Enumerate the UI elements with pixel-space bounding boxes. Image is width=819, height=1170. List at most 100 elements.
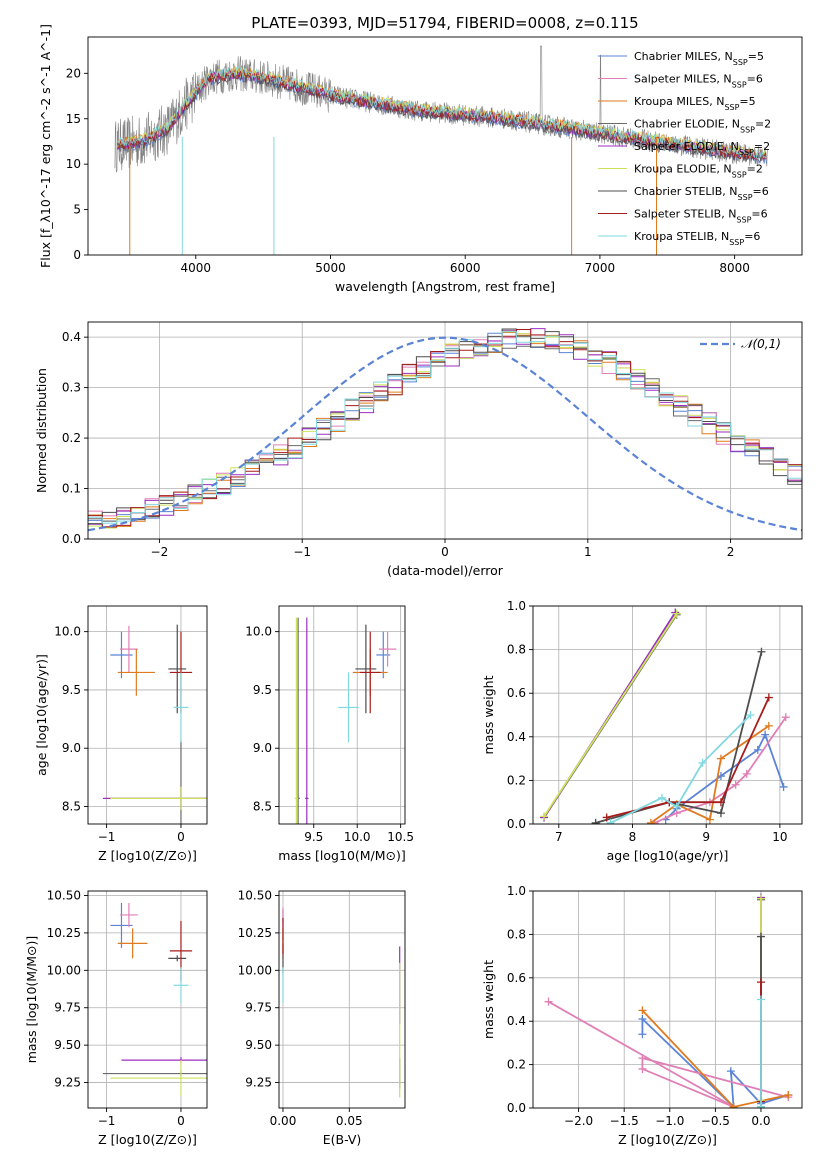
y-tick-label: 0.4 [62,330,81,344]
x-tick-label: 10.0 [344,830,371,844]
x-tick-label: 0 [177,1114,185,1128]
x-tick-label: 0 [441,545,449,559]
y-tick-label: 9.50 [54,1038,81,1052]
x-axis-label: Z [log10(Z/Z⊙)] [98,1132,197,1147]
normal-curve [88,336,802,532]
weight-marker [540,812,549,821]
weight-line [548,1000,789,1108]
chart-mass_vs_Z: −1 0 9.25 9.50 9.75 10.00 10.25 10.50 Z [log10(Z… [24,888,208,1147]
weight-marker [726,1067,735,1076]
y-tick-label: 10.25 [47,926,81,940]
y-tick-label: 0.2 [507,773,526,787]
chart-age_vs_Z: −1 0 8.5 9.0 9.5 10.0 Z [log10(Z/Z⊙)] age [log1… [34,605,208,863]
y-tick-label: 0.4 [507,1014,526,1028]
legend: 𝒩(0,1) [700,337,781,351]
y-tick-label: 9.75 [54,1001,81,1015]
y-axis-label: age [log10(age/yr)] [34,654,49,776]
x-axis-label: Z [log10(Z/Z⊙)] [618,1132,717,1147]
y-tick-label: 0.6 [507,971,526,985]
plot-area [540,608,790,824]
legend-label: Salpeter MILES, NSSP=6 [634,73,763,90]
y-tick-label: 5 [73,203,81,217]
errorbar-point [168,955,187,962]
histogram-step [88,338,802,522]
weight-marker [638,1015,647,1024]
errorbar-point [305,617,309,824]
chart-spectrum: 4000 5000 6000 7000 8000 0 5 10 15 20 wavelength [… [38,24,803,294]
weight-marker [672,802,681,811]
model-spectrum [117,65,767,160]
weight-marker [698,758,707,767]
errorbar-point [378,631,397,667]
errorbar-point [338,672,359,743]
chart-weight_vs_Z: −2.0 −1.5 −1.0 −0.5 0.0 0.0 0.2 0.4 0.6 0.8 1.0 Z [… [481,884,803,1147]
plot-area [282,907,401,1098]
x-tick-label: 8 [629,830,637,844]
errorbar-point [119,902,138,927]
y-tick-label: 0.2 [507,1058,526,1072]
y-tick-label: 10.50 [47,888,81,902]
y-tick-label: 0.6 [507,686,526,700]
weight-marker [638,1006,647,1015]
y-axis-label: Flux [f_λ10^-17 erg cm^-2 s^-1 A^-1] [38,24,53,268]
errorbar-point [294,617,299,824]
x-tick-label: 10 [772,830,787,844]
x-axis-label: mass [log10(M/M⊙)] [278,848,406,863]
weight-marker [602,813,611,822]
y-axis-label: Normed distribution [34,368,49,493]
model-spectrum [117,69,767,161]
x-tick-label: 7000 [585,261,616,275]
y-tick-label: 0.3 [62,381,81,395]
legend-label: Chabrier ELODIE, NSSP=2 [634,118,771,135]
y-tick-label: 0.0 [62,532,81,546]
y-tick-label: 9.25 [54,1076,81,1090]
axes-frame [532,605,803,825]
x-tick-label: 4000 [181,261,212,275]
legend-label: Kroupa MILES, NSSP=5 [634,95,756,112]
y-tick-label: 8.5 [62,800,81,814]
axes-frame [278,890,406,1109]
x-axis-label: Z [log10(Z/Z⊙)] [98,848,197,863]
x-tick-label: −1 [293,545,311,559]
weight-marker [753,745,762,754]
plot-area [544,893,793,1108]
y-tick-label: 0.2 [62,431,81,445]
weight-marker [781,713,790,722]
x-axis-label: wavelength [Angstrom, rest frame] [335,279,555,294]
plot-area [102,624,207,824]
errorbar-point [355,624,377,714]
weight-line [650,725,770,824]
weight-marker [779,782,788,791]
x-tick-label: −2 [151,545,169,559]
y-axis-label: mass weight [481,960,496,1039]
legend: Chabrier MILES, NSSP=5 Salpeter MILES, NS… [598,50,771,247]
x-tick-label: −0.5 [701,1114,730,1128]
figure-title: PLATE=0393, MJD=51794, FIBERID=0008, z=0… [251,14,638,32]
weight-marker [591,818,600,824]
x-tick-label: 0.05 [336,1114,363,1128]
y-tick-label: 10.00 [47,963,81,977]
errorbar-point [173,672,189,743]
weight-marker [764,693,773,702]
weight-marker [544,997,553,1006]
axes-frame [87,890,208,1109]
x-axis-label: (data-model)/error [387,563,504,578]
x-tick-label: 9 [702,830,710,844]
weight-marker [672,609,681,618]
histogram-step [88,332,802,527]
histogram-step [88,332,802,522]
weight-line [654,716,787,824]
chart-weight_vs_age: 7 8 9 10 0.0 0.2 0.4 0.6 0.8 1.0 age [log10(age/yr… [481,599,803,863]
errorbar-point [110,1060,207,1097]
weight-line [595,651,763,824]
errorbar-point [359,631,381,714]
legend-label: Kroupa ELODIE, NSSP=2 [634,163,763,180]
legend-label: Chabrier MILES, NSSP=5 [634,50,764,67]
weight-marker [638,1054,647,1063]
histogram-step [88,330,802,529]
y-tick-label: 9.50 [245,1038,272,1052]
legend-label: Chabrier STELIB, NSSP=6 [634,185,769,202]
x-tick-label: 0.00 [270,1114,297,1128]
y-axis-label: mass [log10(M/M⊙)] [24,936,39,1064]
